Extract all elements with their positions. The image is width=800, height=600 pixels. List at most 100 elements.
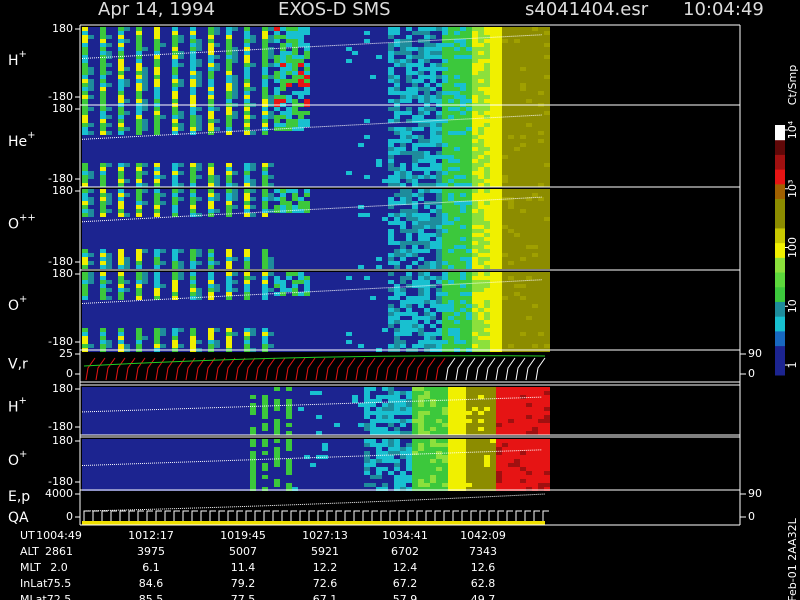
spectrogram-cell [424, 249, 430, 253]
spectrogram-cell [484, 213, 490, 217]
spectrogram-cell [526, 27, 532, 31]
spectrogram-cell [376, 47, 382, 51]
spectrogram-cell [340, 71, 346, 75]
spectrogram-cell [244, 115, 250, 119]
spectrogram-cell [448, 175, 454, 179]
spectrogram-cell [376, 87, 382, 91]
spectrogram-cell [214, 63, 220, 67]
spectrogram-cell [214, 147, 220, 151]
spectrogram-cell [298, 147, 304, 151]
spectrogram-cell [82, 159, 88, 163]
spectrogram-cell [490, 241, 496, 245]
spectrogram-cell [370, 233, 376, 237]
spectrogram-cell [352, 209, 358, 213]
spectrogram-cell [124, 147, 130, 151]
spectrogram-cell [478, 163, 484, 167]
spectrogram-cell [496, 139, 502, 143]
spectrogram-cell [262, 71, 268, 75]
spectrogram-cell [520, 209, 526, 213]
spectrogram-cell [106, 55, 112, 59]
spectrogram-cell [160, 324, 166, 328]
spectrogram-cell [124, 340, 130, 344]
spectrogram-cell [322, 151, 328, 155]
spectrogram-cell [358, 75, 364, 79]
spectrogram-cell [160, 51, 166, 55]
spectrogram-cell [118, 201, 124, 205]
spectrogram-cell [142, 131, 148, 135]
spectrogram-cell [292, 83, 298, 87]
spectrogram-cell [340, 139, 346, 143]
spectrogram-cell [442, 83, 448, 87]
spectrogram-cell [82, 151, 88, 155]
spectrogram-cell [424, 261, 430, 265]
spectrogram-cell [526, 59, 532, 63]
spectrogram-cell [322, 205, 328, 209]
spectrogram-cell [304, 189, 310, 193]
spectrogram-cell [376, 115, 382, 119]
spectrogram-cell [142, 119, 148, 123]
spectrogram-cell [310, 67, 316, 71]
spectrogram-cell [232, 35, 238, 39]
spectrogram-cell [292, 209, 298, 213]
spectrogram-cell [298, 39, 304, 43]
spectrogram-cell [514, 79, 520, 83]
spectrogram-cell [118, 71, 124, 75]
spectrogram-cell [280, 35, 286, 39]
spectrogram-cell [388, 115, 394, 119]
spectrogram-cell [220, 111, 226, 115]
spectrogram-cell [88, 209, 94, 213]
spectrogram-cell [178, 237, 184, 241]
spectrogram-cell [196, 225, 202, 229]
spectrogram-cell [526, 67, 532, 71]
spectrogram-cell [352, 265, 358, 269]
spectrogram-cell [388, 155, 394, 159]
spectrogram-cell [346, 75, 352, 79]
spectrogram-cell [490, 71, 496, 75]
spectrogram-cell [322, 39, 328, 43]
spectrogram-cell [268, 59, 274, 63]
spectrogram-cell [460, 47, 466, 51]
spectrogram-cell [346, 63, 352, 67]
spectrogram-cell [178, 217, 184, 221]
spectrogram-cell [142, 205, 148, 209]
spectrogram-cell [112, 27, 118, 31]
spectrogram-cell [412, 83, 418, 87]
spectrogram-cell [124, 272, 130, 276]
spectrogram-cell [478, 91, 484, 95]
spectrogram-cell [166, 91, 172, 95]
spectrogram-cell [484, 229, 490, 233]
spectrogram-cell [394, 229, 400, 233]
spectrogram-cell [292, 107, 298, 111]
spectrogram-cell [424, 155, 430, 159]
spectrogram-cell [154, 292, 160, 296]
spectrogram-cell [418, 167, 424, 171]
spectrogram-cell [88, 245, 94, 249]
spectrogram-cell [544, 163, 550, 167]
spectrogram-cell [94, 304, 100, 308]
spectrogram-cell [118, 304, 124, 308]
spectrogram-cell [376, 99, 382, 103]
spectrogram-cell [112, 35, 118, 39]
header-date: Apr 14, 1994 [98, 0, 215, 20]
spectrogram-cell [502, 179, 508, 183]
spectrogram-cell [88, 55, 94, 59]
spectrogram-cell [436, 83, 442, 87]
panel-species: He [8, 134, 27, 150]
spectrogram-cell [268, 75, 274, 79]
spectrogram-cell [220, 67, 226, 71]
spectrogram-cell [148, 221, 154, 225]
spectrogram-cell [346, 135, 352, 139]
spectrogram-cell [532, 237, 538, 241]
spectrogram-cell [148, 304, 154, 308]
spectrogram-cell [82, 163, 88, 167]
spectrogram-cell [472, 155, 478, 159]
spectrogram-cell [262, 135, 268, 139]
spectrogram-cell [310, 175, 316, 179]
spectrogram-cell [154, 296, 160, 300]
spectrogram-cell [238, 155, 244, 159]
spectrogram-cell [136, 265, 142, 269]
spectrogram-cell [364, 167, 370, 171]
spectrogram-cell [106, 197, 112, 201]
spectrogram-cell [244, 241, 250, 245]
spectrogram-cell [202, 107, 208, 111]
